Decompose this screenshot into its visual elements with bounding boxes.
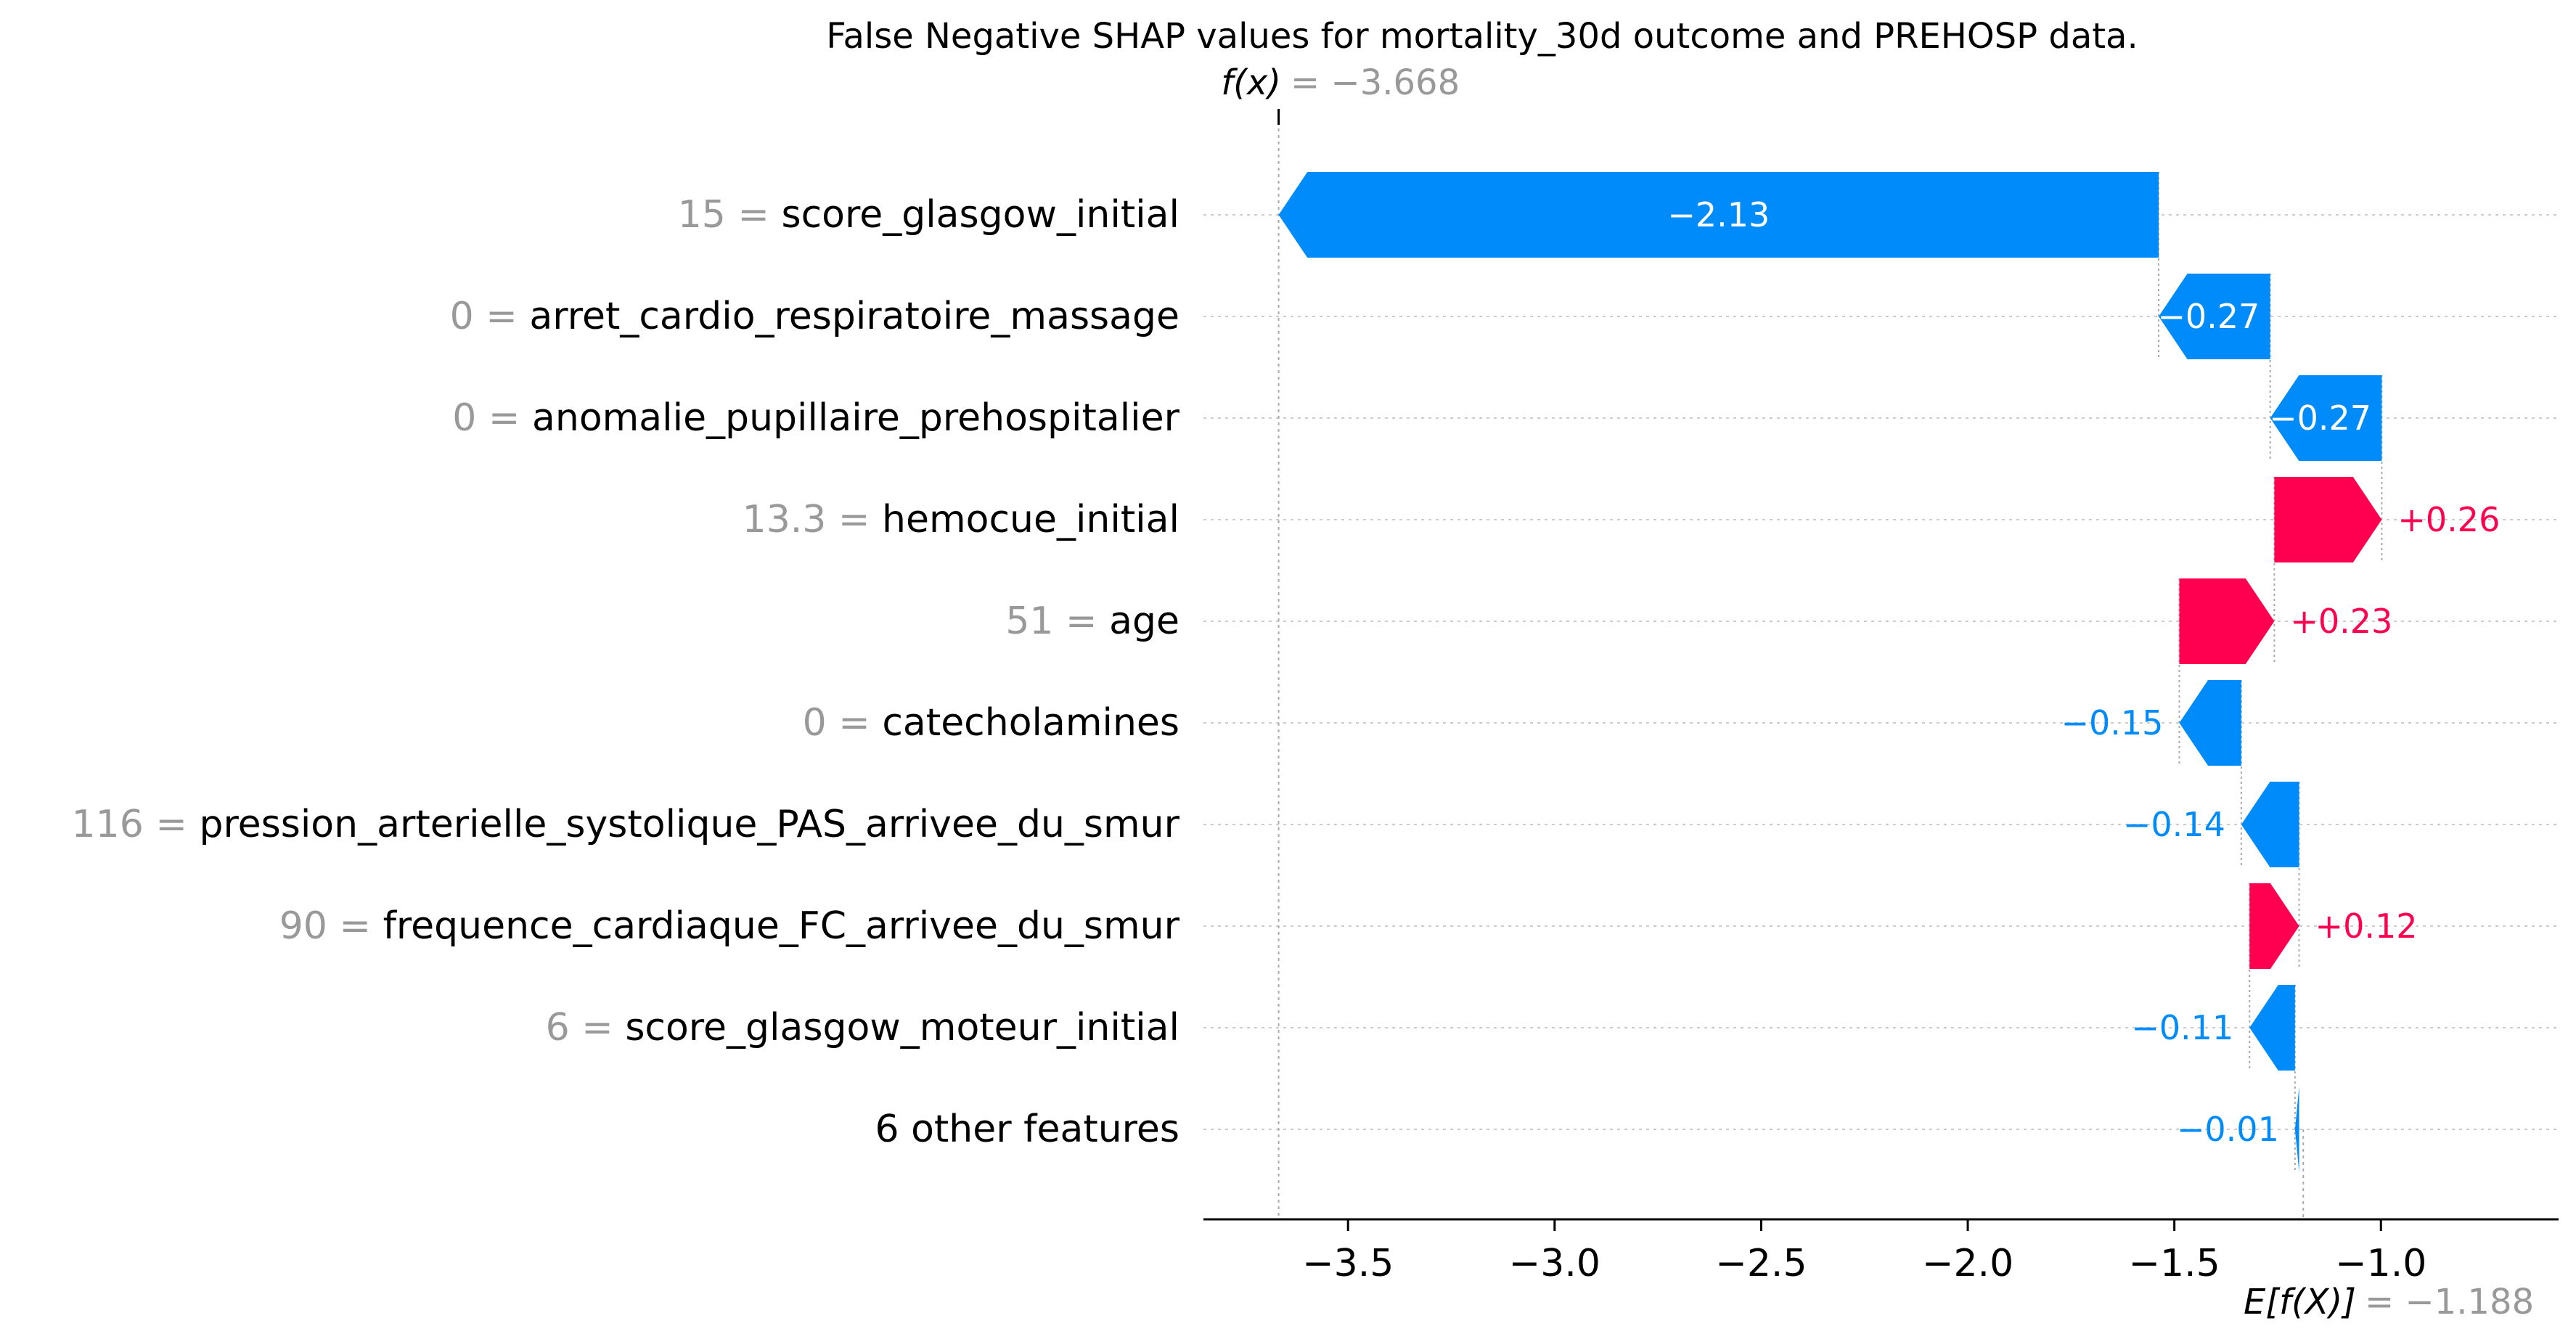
shap-value-label-4: +0.23 <box>2290 602 2392 641</box>
shap-value-label-5: −0.15 <box>2061 703 2163 742</box>
base-value-annotation: E[f(X)] = −1.188 <box>2244 1282 2534 1322</box>
x-axis: −3.5 −3.0 −2.5 −2.0 −1.5 −1.0 <box>1203 1218 2559 1285</box>
shap-bar-6 <box>2241 782 2299 867</box>
feature-name: age <box>1109 600 1179 643</box>
shap-bar-1 <box>2159 274 2270 359</box>
x-tick-label: −3.5 <box>1302 1242 1394 1285</box>
shap-bar-3 <box>2274 477 2382 562</box>
feature-value: 0 = <box>450 295 530 338</box>
grid-layer <box>1203 214 2559 1130</box>
feature-value: 13.3 = <box>743 498 882 541</box>
base-value: = −1.188 <box>2365 1282 2534 1322</box>
feature-name: pression_arterielle_systolique_PAS_arriv… <box>199 803 1179 846</box>
feature-value: 116 = <box>72 803 200 846</box>
feature-name: frequence_cardiaque_FC_arrivee_du_smur <box>383 904 1180 948</box>
shap-bar-5 <box>2179 680 2241 766</box>
feature-value: 0 = <box>452 396 532 440</box>
fx-label: f(x) <box>1221 62 1281 103</box>
x-tick-label: −1.0 <box>2335 1242 2426 1285</box>
feature-label-9: 6 other features <box>875 1108 1179 1151</box>
shap-value-label-3: +0.26 <box>2397 500 2500 539</box>
fx-annotation: f(x) = −3.668 <box>1221 62 1460 103</box>
bar-layer: −2.13 −0.27 −0.27 +0.26 +0.23 −0.15 −0.14 +0.12… <box>1278 172 2500 1172</box>
fx-value: = −3.668 <box>1291 62 1460 103</box>
feature-value: 51 = <box>1005 600 1109 643</box>
feature-value: 90 = <box>279 904 383 948</box>
shap-value-label-9: −0.01 <box>2177 1110 2279 1149</box>
feature-labels: 15 = score_glasgow_initial 0 = arret_card… <box>72 193 1180 1151</box>
base-label: E[f(X)] <box>2244 1282 2356 1322</box>
shap-value-label-6: −0.14 <box>2123 805 2225 844</box>
shap-bar-9 <box>2294 1087 2299 1172</box>
feature-label-4: 51 = age <box>1005 600 1179 643</box>
x-tick-label: −2.5 <box>1715 1242 1807 1285</box>
shap-value-label-7: +0.12 <box>2315 907 2418 946</box>
feature-name: anomalie_pupillaire_prehospitalier <box>532 396 1180 440</box>
feature-name: hemocue_initial <box>882 498 1179 541</box>
feature-name: 6 other features <box>875 1108 1179 1151</box>
feature-value: 15 = <box>678 193 782 237</box>
feature-label-8: 6 = score_glasgow_moteur_initial <box>546 1006 1179 1049</box>
shap-bar-2 <box>2270 375 2382 461</box>
feature-label-7: 90 = frequence_cardiaque_FC_arrivee_du_s… <box>279 904 1180 948</box>
feature-value: 0 = <box>803 701 883 745</box>
shap-bar-4 <box>2179 578 2275 664</box>
chart-title: False Negative SHAP values for mortality… <box>826 16 2138 57</box>
x-tick-label: −3.0 <box>1509 1242 1600 1285</box>
x-tick-label: −2.0 <box>1922 1242 2013 1285</box>
feature-value: 6 = <box>546 1006 626 1049</box>
x-tick-label: −1.5 <box>2128 1242 2220 1285</box>
shap-value-label-0: −2.13 <box>1667 195 1770 234</box>
feature-label-1: 0 = arret_cardio_respiratoire_massage <box>450 295 1179 338</box>
feature-name: score_glasgow_moteur_initial <box>625 1006 1179 1049</box>
shap-bar-0 <box>1278 172 2159 258</box>
feature-label-0: 15 = score_glasgow_initial <box>678 193 1179 237</box>
shap-value-label-8: −0.11 <box>2131 1008 2233 1047</box>
shap-value-label-2: −0.27 <box>2269 398 2371 438</box>
feature-name: arret_cardio_respiratoire_massage <box>529 295 1179 338</box>
feature-name: catecholamines <box>882 701 1179 745</box>
feature-label-5: 0 = catecholamines <box>803 701 1179 745</box>
feature-name: score_glasgow_initial <box>782 193 1180 237</box>
feature-label-2: 0 = anomalie_pupillaire_prehospitalier <box>452 396 1179 440</box>
shap-bar-7 <box>2249 883 2299 969</box>
feature-label-6: 116 = pression_arterielle_systolique_PAS… <box>72 803 1180 846</box>
feature-label-3: 13.3 = hemocue_initial <box>743 498 1179 541</box>
shap-bar-8 <box>2249 985 2295 1071</box>
shap-value-label-1: −0.27 <box>2157 297 2260 336</box>
